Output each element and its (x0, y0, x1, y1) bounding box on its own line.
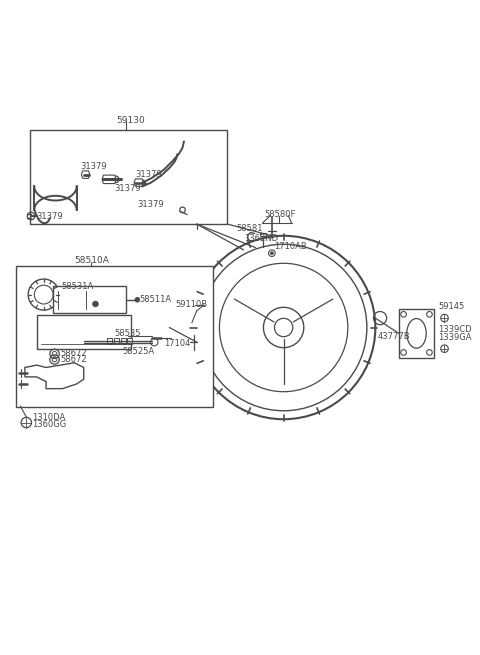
Text: 59145: 59145 (438, 302, 464, 311)
Polygon shape (134, 179, 144, 187)
Polygon shape (25, 363, 84, 388)
Text: 31379: 31379 (36, 212, 63, 221)
Text: 58672: 58672 (60, 349, 87, 358)
Text: 58535: 58535 (114, 329, 141, 338)
Text: 43777B: 43777B (378, 332, 410, 341)
Text: 58510A: 58510A (74, 256, 109, 265)
Polygon shape (81, 171, 90, 178)
Text: 1339CD: 1339CD (438, 325, 471, 334)
Text: 1362ND: 1362ND (244, 234, 278, 242)
Text: 1339GA: 1339GA (438, 333, 471, 342)
Circle shape (135, 297, 140, 302)
Bar (121, 338, 126, 345)
Text: 58511A: 58511A (139, 295, 171, 305)
Ellipse shape (407, 318, 426, 348)
Bar (36, 315, 131, 348)
Bar (399, 309, 434, 358)
Bar (128, 338, 132, 345)
Text: 1360GG: 1360GG (32, 421, 66, 430)
Text: 31379: 31379 (137, 200, 164, 209)
Text: 31379: 31379 (135, 170, 162, 179)
Text: 59110B: 59110B (175, 301, 207, 309)
Text: 1710AB: 1710AB (274, 242, 307, 251)
Text: 31379: 31379 (80, 162, 107, 171)
Text: 58672: 58672 (60, 355, 87, 364)
Polygon shape (102, 175, 116, 183)
Circle shape (270, 252, 273, 255)
Text: 59130: 59130 (117, 116, 145, 125)
Text: 31379: 31379 (114, 184, 141, 193)
Text: 1310DA: 1310DA (32, 413, 65, 422)
Bar (114, 338, 119, 345)
Polygon shape (260, 233, 266, 236)
Bar (15, 267, 213, 407)
Text: 58525A: 58525A (123, 346, 155, 356)
Text: 58581: 58581 (237, 224, 263, 233)
Text: 17104: 17104 (164, 339, 190, 348)
Text: 58531A: 58531A (61, 282, 94, 291)
Circle shape (93, 301, 98, 307)
Bar (53, 286, 126, 313)
Bar (30, 130, 227, 224)
Bar (107, 338, 112, 345)
Bar (171, 319, 193, 336)
Text: 58580F: 58580F (265, 210, 296, 219)
